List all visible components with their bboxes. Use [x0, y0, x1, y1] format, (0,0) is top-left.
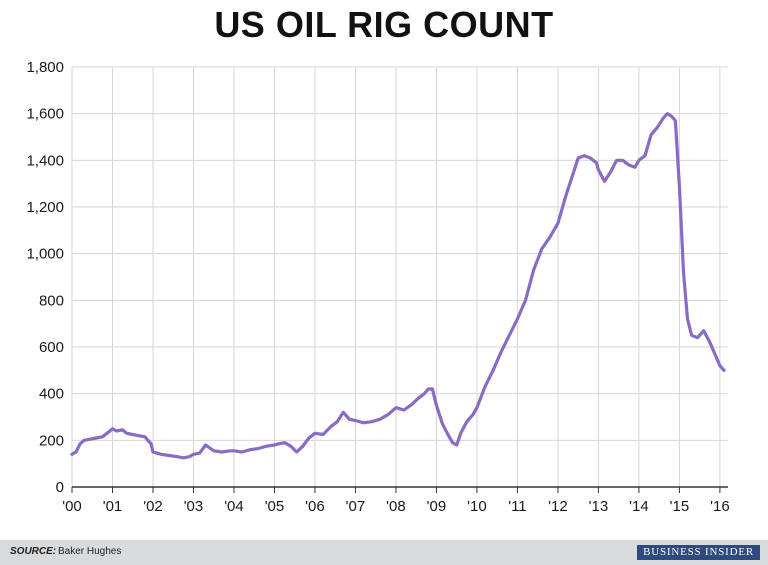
- y-tick-label: 600: [39, 339, 64, 356]
- x-tick-label: '14: [629, 498, 649, 515]
- x-tick-label: '15: [670, 498, 690, 515]
- y-axis: 0 200 400 600 800 1,000 1,200 1,400 1,600 1,800: [26, 59, 64, 496]
- x-tick-label: '10: [467, 498, 487, 515]
- x-tick-label: '08: [386, 498, 406, 515]
- grid-lines: [71, 66, 728, 487]
- x-tick-label: '13: [589, 498, 609, 515]
- brand-logo: BUSINESS INSIDER: [637, 545, 760, 560]
- y-tick-label: 0: [56, 479, 64, 496]
- chart-title: US OIL RIG COUNT: [214, 4, 554, 45]
- x-tick-label: '09: [427, 498, 447, 515]
- y-tick-label: 1,200: [26, 199, 64, 216]
- x-axis: '00 '01 '02 '03 '04 '05 '06 '07 '08 '09 '10 '11 '12 '…: [62, 487, 730, 515]
- x-tick-label: '03: [184, 498, 204, 515]
- y-tick-label: 1,400: [26, 152, 64, 169]
- series-layer: [70, 112, 726, 460]
- x-tick-label: '16: [710, 498, 730, 515]
- source-label: SOURCE:: [10, 546, 57, 557]
- line-chart: 0 200 400 600 800 1,000 1,200 1,400 1,600 1,800 '…: [26, 59, 730, 515]
- y-tick-label: 800: [39, 292, 64, 309]
- y-tick-label: 1,600: [26, 106, 64, 123]
- series-line: [70, 112, 726, 460]
- x-tick-label: '05: [265, 498, 285, 515]
- y-tick-label: 200: [39, 432, 64, 449]
- y-tick-label: 400: [39, 386, 64, 403]
- source-value: Baker Hughes: [58, 546, 122, 557]
- y-tick-label: 1,000: [26, 246, 64, 263]
- x-tick-label: '06: [305, 498, 325, 515]
- x-tick-label: '02: [143, 498, 163, 515]
- x-tick-label: '00: [62, 498, 82, 515]
- x-tick-label: '01: [103, 498, 123, 515]
- x-tick-label: '12: [548, 498, 568, 515]
- x-tick-label: '07: [346, 498, 366, 515]
- x-tick-label: '11: [508, 498, 526, 515]
- x-tick-label: '04: [224, 498, 244, 515]
- y-tick-label: 1,800: [26, 59, 64, 76]
- footer-bar: SOURCE: Baker Hughes BUSINESS INSIDER: [0, 540, 768, 565]
